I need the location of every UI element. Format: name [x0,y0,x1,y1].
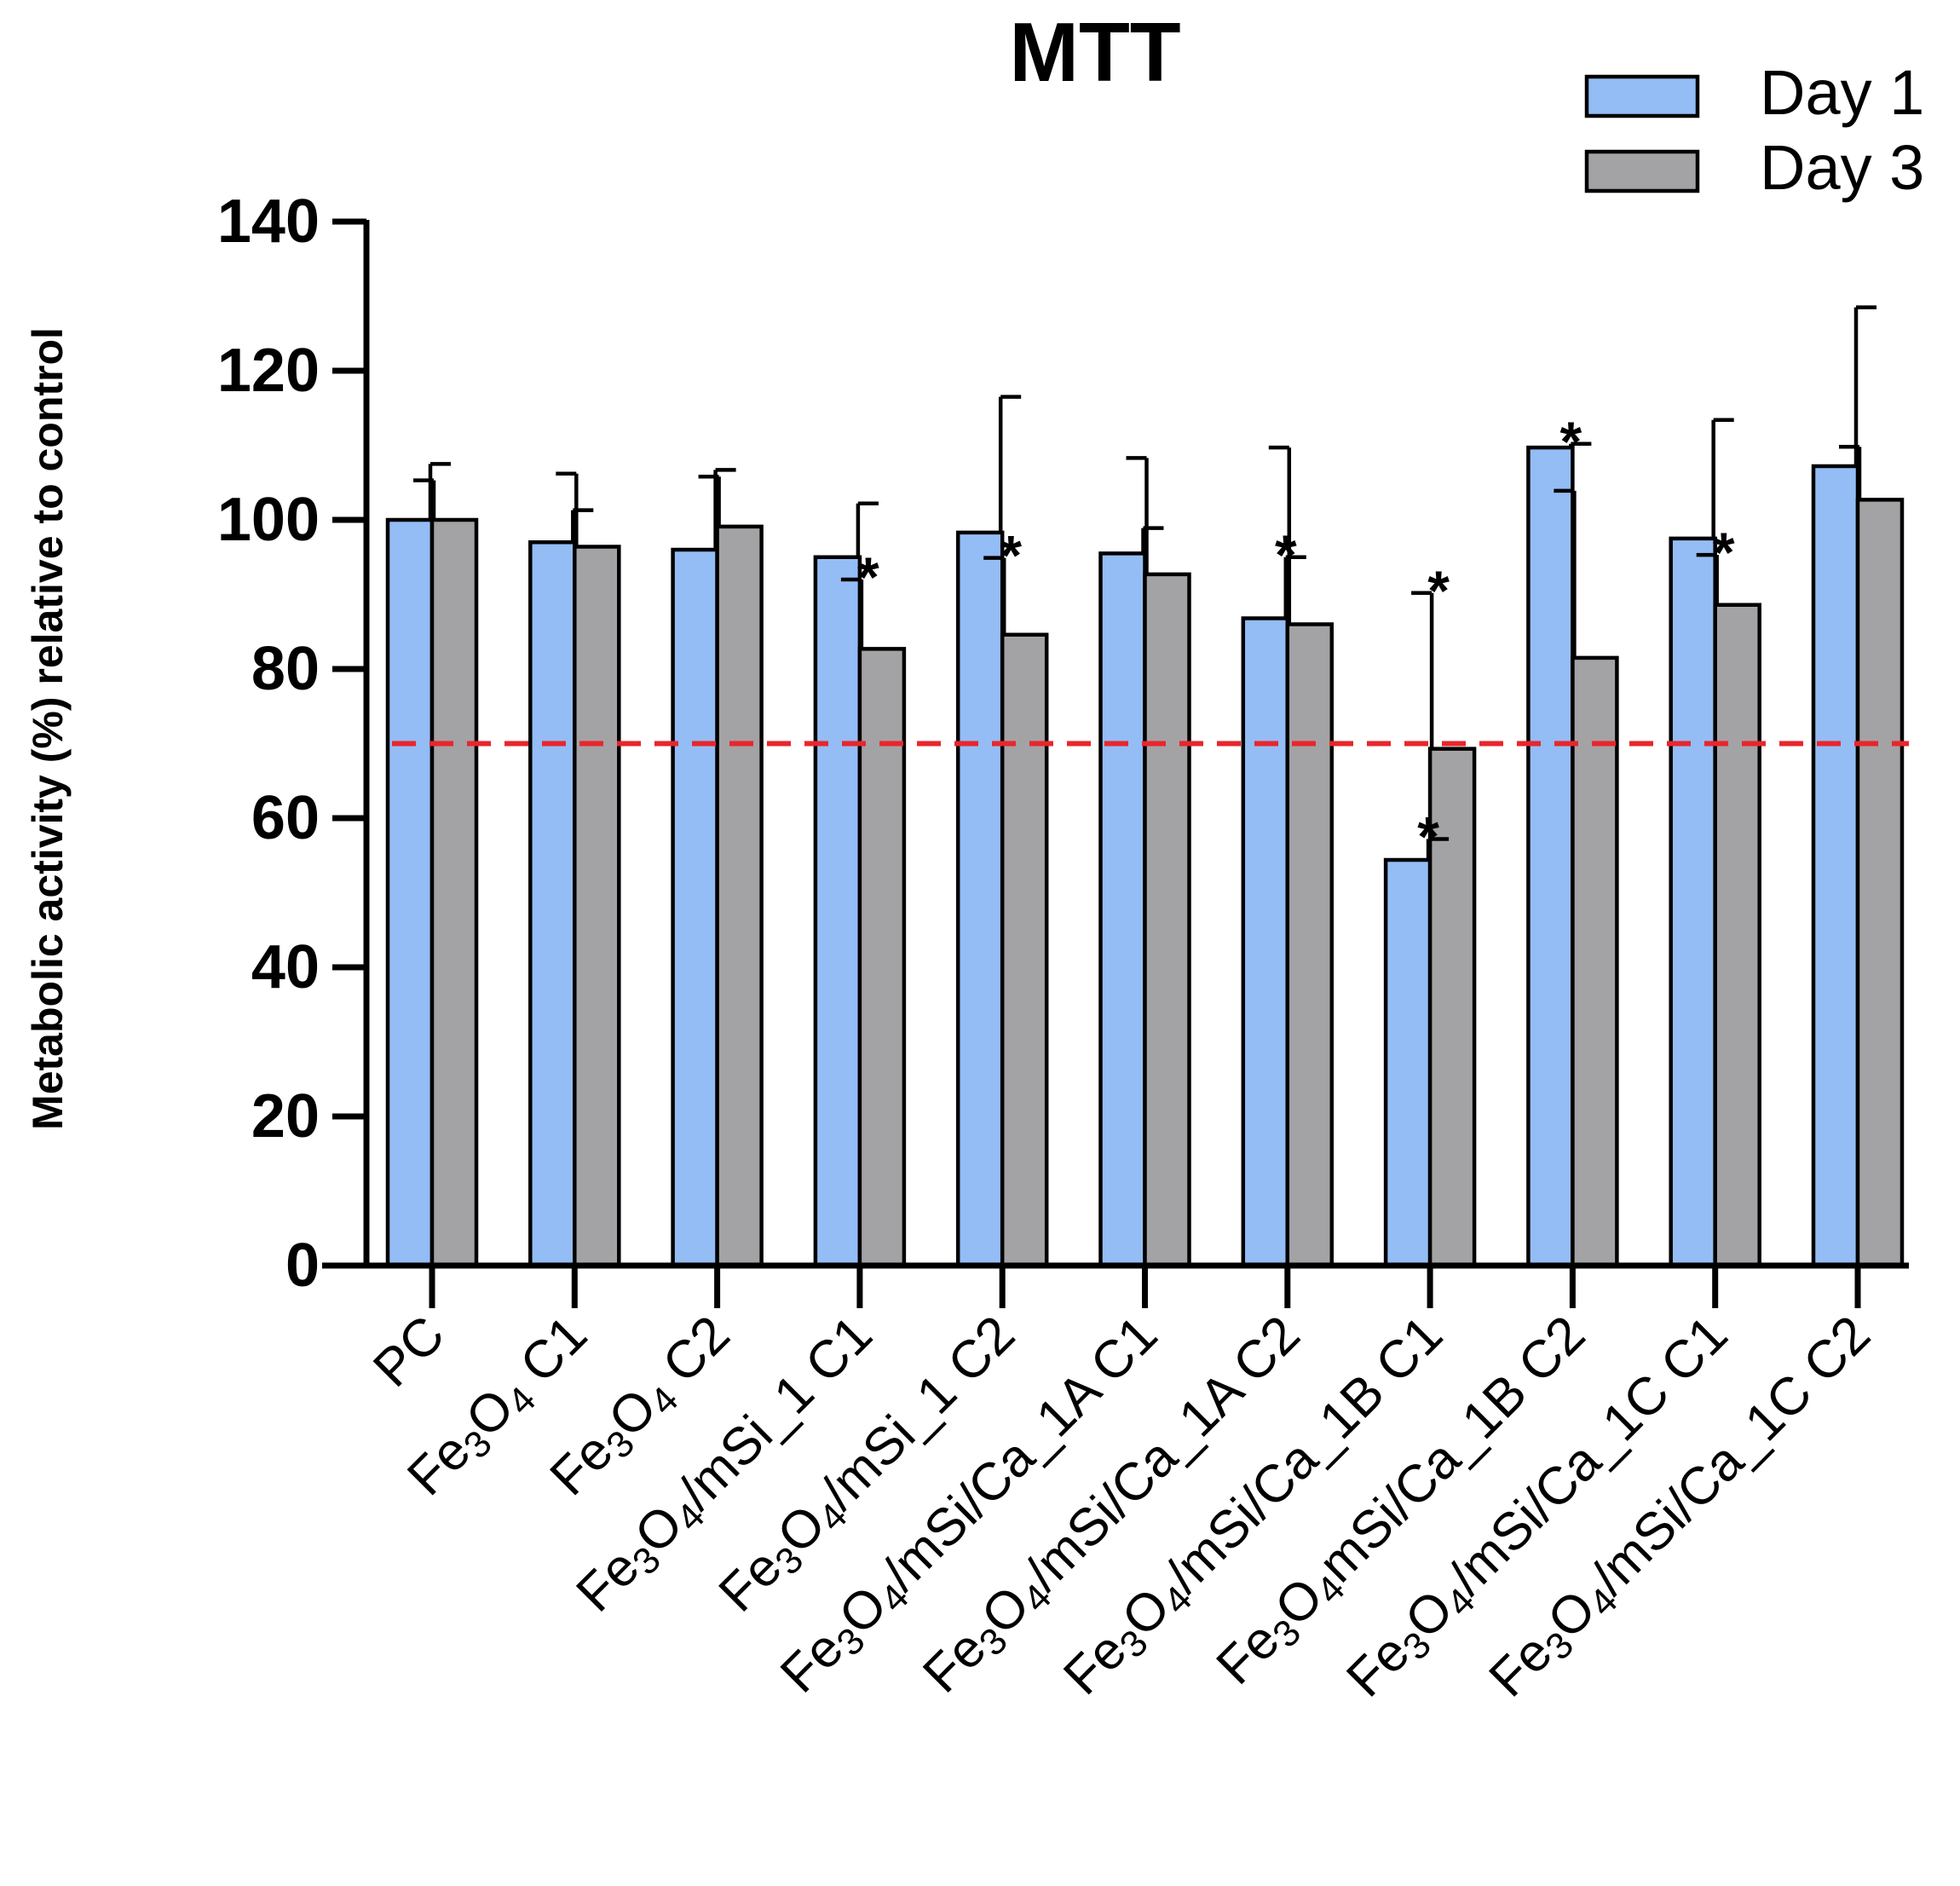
significance-star-day3-9: * [1713,521,1735,584]
significance-star-day1-6: * [1275,523,1297,586]
legend-swatch-day1 [1584,74,1700,118]
bar-day3-7 [1427,747,1477,1268]
axes-layer: 0 20 40 60 80 100 120 140 [217,187,1909,1308]
bar-day1-2 [671,547,719,1268]
y-tick-label-100: 100 [217,486,320,554]
error-bars-layer [413,305,1876,860]
bar-day1-10 [1811,464,1860,1268]
bar-day3-8 [1571,655,1619,1268]
significance-layer: * * * * * * * [857,410,1735,868]
bar-day3-5 [1143,572,1191,1268]
significance-star-day3-3: * [857,545,879,608]
legend-swatch-day3 [1584,149,1700,193]
significance-star-day1-7: * [1417,805,1439,868]
bar-day3-10 [1855,498,1905,1268]
y-tick-label-40: 40 [251,933,320,1001]
bar-day1-7 [1383,857,1433,1268]
bar-day3-9 [1713,603,1761,1268]
bar-day1-5 [1098,551,1147,1268]
bar-day3-1 [573,545,621,1268]
bar-day1-1 [528,540,577,1268]
significance-star-day3-7: * [1427,559,1450,622]
x-tick-label-0: PC [362,1305,456,1399]
y-tick-label-140: 140 [217,187,320,256]
bar-day3-3 [857,647,907,1268]
bar-day3-4 [1000,632,1049,1268]
bars-layer [385,445,1905,1268]
significance-star-day1-8: * [1560,410,1582,473]
chart-title: MTT [1009,5,1180,99]
y-axis-label: Metabolic activity (%) relative to contr… [24,327,72,1130]
bar-day1-0 [385,517,435,1268]
legend-label-day1: Day 1 [1760,57,1924,128]
bar-day3-0 [429,517,479,1268]
significance-star-day3-4: * [1000,524,1022,587]
bar-day1-4 [955,530,1005,1268]
bar-day1-9 [1669,536,1717,1268]
bar-day1-3 [813,555,862,1268]
y-tick-label-80: 80 [251,635,320,703]
y-tick-label-120: 120 [217,337,320,405]
y-tick-label-0: 0 [285,1231,320,1300]
bar-day3-2 [715,524,764,1268]
legend-label-day3: Day 3 [1760,132,1924,203]
bar-day3-6 [1285,622,1335,1268]
y-tick-label-20: 20 [251,1082,320,1151]
bar-day1-6 [1241,616,1290,1268]
bar-day1-8 [1526,445,1575,1268]
label-part: PC [362,1305,456,1399]
y-tick-label-60: 60 [251,784,320,852]
